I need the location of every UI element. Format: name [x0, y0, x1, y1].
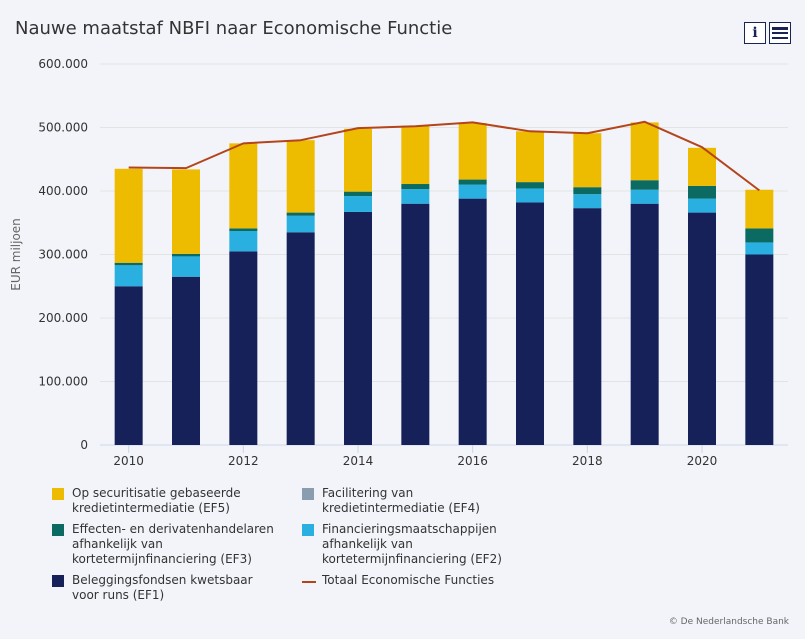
total-line[interactable] — [128, 120, 760, 192]
legend-swatch — [52, 488, 64, 500]
y-tick-label: 400.000 — [38, 184, 88, 198]
y-tick-label: 300.000 — [38, 248, 88, 262]
legend-label: Totaal Economische Functies — [322, 573, 495, 587]
bar-segment[interactable] — [573, 187, 602, 195]
bar-segment[interactable] — [573, 208, 602, 445]
bar-segment[interactable] — [172, 256, 200, 277]
bar-segment[interactable] — [745, 242, 774, 255]
legend-swatch — [302, 488, 314, 500]
bar-segment[interactable] — [286, 215, 315, 233]
y-tick-label: 500.000 — [38, 121, 88, 135]
bar-segment[interactable] — [286, 212, 315, 216]
bar-segment[interactable] — [630, 189, 659, 204]
legend-item[interactable]: Totaal Economische Functies — [302, 573, 552, 603]
bar-segment[interactable] — [286, 140, 315, 213]
bar-segment[interactable] — [745, 189, 774, 229]
chart-title: Nauwe maatstaf NBFI naar Economische Fun… — [15, 18, 453, 39]
bar-segment[interactable] — [688, 185, 716, 199]
y-tick-label: 0 — [80, 438, 88, 452]
x-tick-label: 2014 — [343, 454, 374, 468]
legend-label: Financieringsmaatschappijen afhankelijk … — [322, 522, 502, 566]
y-tick-label: 600.000 — [38, 57, 88, 71]
bar-segment[interactable] — [516, 131, 544, 183]
bar-segment[interactable] — [114, 262, 143, 266]
bar-segment[interactable] — [172, 169, 200, 254]
legend-item[interactable]: Op securitisatie gebaseerde kredietinter… — [52, 486, 302, 516]
bar-segment[interactable] — [114, 286, 143, 445]
bar-segment[interactable] — [172, 276, 200, 445]
y-axis-title: EUR miljoen — [9, 218, 23, 291]
bar-segment[interactable] — [516, 188, 544, 203]
bar-segment[interactable] — [458, 198, 487, 445]
bar-segment[interactable] — [630, 180, 659, 190]
legend-item[interactable]: Beleggingsfondsen kwetsbaar voor runs (E… — [52, 573, 302, 603]
bar-segment[interactable] — [172, 253, 200, 257]
bar-segment[interactable] — [401, 184, 430, 190]
chart-legend: Op securitisatie gebaseerde kredietinter… — [52, 486, 552, 603]
menu-button[interactable] — [769, 22, 791, 44]
bar-segment[interactable] — [344, 191, 372, 197]
y-tick-label: 100.000 — [38, 375, 88, 389]
info-icon: i — [752, 25, 758, 41]
bar-segment[interactable] — [401, 125, 430, 185]
legend-item[interactable]: Financieringsmaatschappijen afhankelijk … — [302, 522, 552, 567]
x-tick-label: 2018 — [572, 454, 603, 468]
bar-segment[interactable] — [401, 189, 430, 204]
legend-item[interactable]: Effecten- en derivatenhandelaren afhanke… — [52, 522, 302, 567]
bar-segment[interactable] — [286, 232, 315, 445]
bar-segment[interactable] — [630, 122, 659, 181]
x-tick-label: 2012 — [228, 454, 259, 468]
bar-segment[interactable] — [114, 168, 143, 263]
legend-label: Facilitering van kredietintermediatie (E… — [322, 486, 480, 515]
chart-plot: 0 100.000 200.000 300.000 400.000 500.000 600.… — [9, 57, 788, 468]
legend-label: Beleggingsfondsen kwetsbaar voor runs (E… — [72, 573, 253, 602]
bar-segment[interactable] — [229, 143, 258, 229]
legend-line-marker — [302, 581, 316, 583]
bar-segment[interactable] — [344, 196, 372, 212]
bar-segment[interactable] — [745, 254, 774, 446]
bar-segment[interactable] — [745, 228, 774, 243]
bar-segment[interactable] — [573, 194, 602, 209]
bar-segment[interactable] — [458, 123, 487, 180]
hamburger-menu-icon — [772, 27, 788, 39]
bar-segment[interactable] — [573, 133, 602, 188]
bar-segment[interactable] — [688, 198, 716, 213]
bar-segment[interactable] — [458, 179, 487, 185]
legend-label: Op securitisatie gebaseerde kredietinter… — [72, 486, 241, 515]
chart-toolbar: i — [744, 22, 791, 44]
bar-segment[interactable] — [229, 231, 258, 252]
bar-segment[interactable] — [630, 203, 659, 445]
legend-swatch — [302, 524, 314, 536]
bar-segment[interactable] — [516, 202, 544, 445]
bar-segment[interactable] — [344, 211, 372, 445]
legend-swatch — [52, 575, 64, 587]
bar-segment[interactable] — [344, 128, 372, 192]
legend-label: Effecten- en derivatenhandelaren afhanke… — [72, 522, 274, 566]
x-tick-label: 2016 — [457, 454, 488, 468]
bar-segment[interactable] — [401, 203, 430, 445]
bar-segment[interactable] — [229, 228, 258, 232]
x-tick-label: 2010 — [113, 454, 144, 468]
bar-segment[interactable] — [458, 184, 487, 199]
legend-item[interactable]: Facilitering van kredietintermediatie (E… — [302, 486, 552, 516]
bar-segment[interactable] — [114, 265, 143, 287]
legend-swatch — [52, 524, 64, 536]
bar-segment[interactable] — [688, 212, 716, 445]
y-tick-label: 200.000 — [38, 311, 88, 325]
credit-text: © De Nederlandsche Bank — [668, 617, 789, 627]
info-button[interactable]: i — [744, 22, 766, 44]
x-tick-label: 2020 — [687, 454, 718, 468]
bar-segment[interactable] — [229, 251, 258, 445]
bar-segment[interactable] — [516, 182, 544, 189]
